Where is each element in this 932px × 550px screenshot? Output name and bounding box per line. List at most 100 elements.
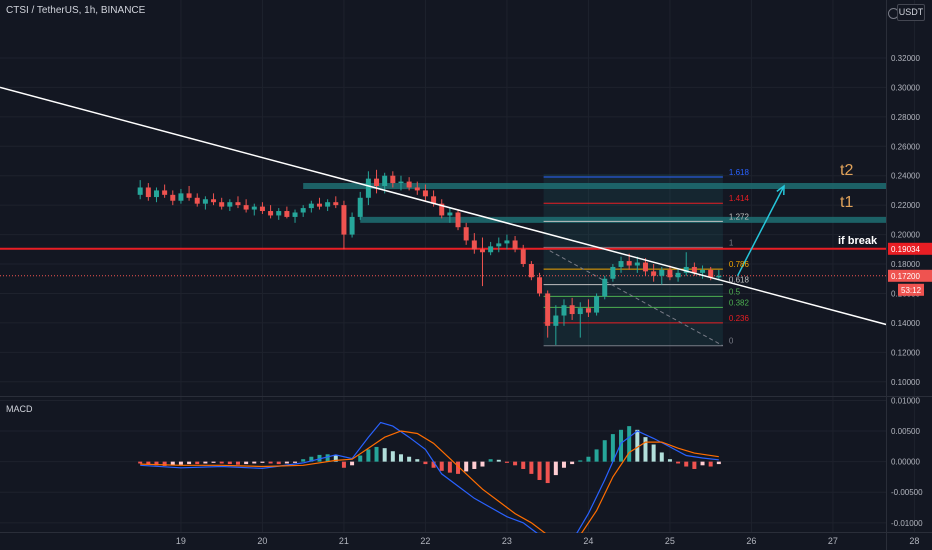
macd-histogram-bar [398, 454, 403, 462]
macd-histogram-bar [529, 461, 534, 474]
candle-body [683, 266, 689, 273]
candle-body [390, 175, 396, 184]
macd-histogram-bar [504, 461, 509, 463]
currency-button[interactable]: USDT [897, 4, 925, 21]
candle-body [496, 243, 502, 247]
candle-body [145, 187, 151, 198]
macd-histogram-bar [610, 434, 615, 462]
candle-body [365, 178, 371, 198]
candle-body [259, 206, 265, 212]
price-tag-label: 0.19034 [891, 245, 920, 254]
macd-histogram-bar [488, 459, 493, 462]
candle-body [170, 194, 176, 201]
time-tick-label: 28 [909, 536, 919, 546]
zone-t2 [303, 183, 886, 190]
macd-histogram-bar [244, 461, 249, 465]
macd-histogram-bar [170, 461, 175, 466]
fib-level-label: 0 [729, 337, 734, 346]
fib-level-label: 0.618 [729, 276, 750, 285]
macd-histogram-bar [627, 426, 632, 462]
macd-histogram-bar [162, 461, 167, 466]
candle-body [219, 202, 225, 207]
macd-histogram-bar [366, 449, 371, 462]
candle-body [178, 193, 184, 201]
macd-histogram-bar [317, 454, 322, 462]
macd-histogram-bar [716, 461, 721, 465]
macd-histogram-bar [537, 461, 542, 480]
macd-histogram-bar [407, 456, 412, 462]
fib-level-label: 0.5 [729, 287, 741, 296]
macd-histogram-bar [284, 461, 289, 464]
candle-body [471, 240, 477, 250]
candle-body [659, 269, 665, 276]
grid [0, 0, 915, 532]
macd-histogram-bar [195, 461, 200, 465]
macd-histogram-bar [138, 461, 143, 464]
candle-body [642, 262, 648, 272]
candle-body [414, 187, 420, 191]
candle-body [504, 240, 510, 244]
time-tick-label: 27 [828, 536, 838, 546]
fib-level-label: 1 [729, 238, 734, 247]
price-tick-label: 0.30000 [891, 83, 920, 92]
candle-body [292, 212, 298, 217]
price-tag-label: 53:12 [901, 286, 922, 295]
macd-plot [138, 421, 721, 533]
price-tick-label: 0.32000 [891, 54, 920, 63]
macd-histogram-bar [700, 461, 705, 466]
candle-body [284, 211, 290, 217]
macd-histogram-bar [146, 461, 151, 465]
macd-histogram-bar [333, 455, 338, 462]
macd-histogram-bar [496, 459, 501, 462]
macd-histogram-bar [341, 461, 346, 468]
macd-histogram-bar [651, 444, 656, 462]
macd-tick-label: -0.01000 [891, 519, 923, 528]
time-tick-label: 25 [665, 536, 675, 546]
candle-body [708, 269, 714, 278]
macd-tick-label: 0.00000 [891, 458, 920, 467]
macd-histogram-bar [643, 437, 648, 462]
time-tick-label: 24 [583, 536, 593, 546]
projection-arrow-head [776, 184, 785, 196]
signal-line [140, 430, 719, 533]
price-tick-label: 0.12000 [891, 348, 920, 357]
candle-body [316, 203, 322, 207]
candle-body [137, 187, 143, 195]
candle-body [422, 190, 428, 197]
macd-histogram-bar [594, 449, 599, 462]
zone-t1 [360, 216, 886, 223]
macd-histogram-bar [472, 461, 477, 469]
macd-histogram-bar [553, 461, 558, 476]
candle-body [406, 181, 412, 188]
fib-box [543, 174, 723, 346]
candle-body [675, 272, 681, 278]
price-tag-bg [888, 269, 932, 282]
macd-histogram-bar [676, 461, 681, 464]
macd-histogram-bar [456, 461, 461, 474]
candle-body [585, 308, 591, 313]
price-tag-bg [888, 242, 932, 255]
macd-tick-label: 0.00500 [891, 427, 920, 436]
zone-label-t2: t2 [840, 162, 853, 179]
time-tick-label: 22 [420, 536, 430, 546]
candle-body [374, 178, 380, 187]
macd-histogram-bar [586, 456, 591, 462]
candle-body [537, 277, 543, 294]
macd-histogram-bar [187, 461, 192, 465]
candle-body [349, 216, 355, 235]
candle-body [211, 199, 217, 203]
fib-level-label: 0.786 [729, 260, 750, 269]
candle-body [162, 190, 168, 195]
candle-body [553, 315, 559, 326]
macd-histogram-bar [692, 461, 697, 469]
candle-body [700, 269, 706, 273]
candle-body [479, 249, 485, 253]
macd-histogram-bar [659, 452, 664, 462]
candle-body [691, 266, 697, 273]
macd-histogram-bar [561, 461, 566, 468]
macd-histogram-bar [203, 461, 208, 464]
candle-body [716, 275, 722, 278]
candle-body [488, 246, 494, 253]
